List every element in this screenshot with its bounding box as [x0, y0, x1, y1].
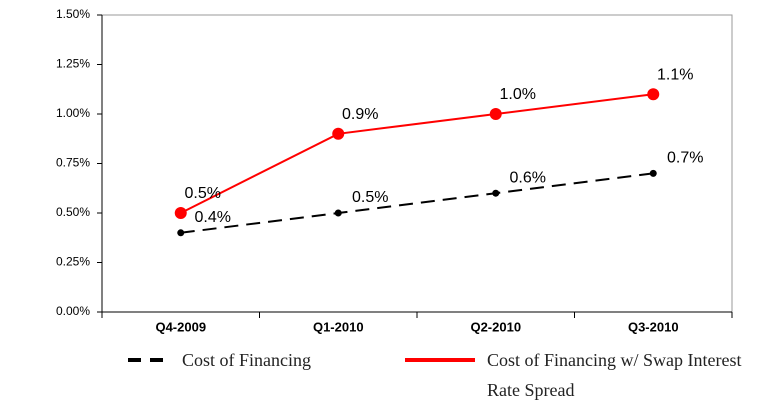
data-label: 0.5%: [352, 189, 388, 206]
x-tick-label: Q4-2009: [155, 319, 206, 334]
series-line: [180, 93, 654, 214]
data-label: 0.4%: [195, 209, 231, 226]
point: [492, 189, 500, 197]
point: [174, 207, 187, 219]
y-tick-label: 0.25%: [56, 255, 90, 269]
data-label: 1.1%: [657, 66, 693, 83]
point: [332, 127, 345, 140]
y-tick-label: 1.00%: [56, 106, 90, 120]
y-tick-label: 0.50%: [56, 205, 90, 219]
series-line: [180, 172, 654, 234]
y-tick-label: 1.50%: [56, 7, 90, 21]
point: [334, 209, 342, 217]
x-tick-label: Q3-2010: [628, 319, 679, 334]
x-tick-label: Q2-2010: [470, 319, 521, 334]
legend-label: Cost of Financing w/ Swap Interest Rate …: [487, 350, 742, 400]
x-tick-label: Q1-2010: [313, 319, 364, 334]
data-label: 1.0%: [500, 86, 536, 103]
y-tick-label: 0.75%: [56, 156, 90, 170]
point: [177, 229, 185, 237]
data-label: 0.7%: [667, 150, 703, 167]
plot-frame: [101, 14, 733, 313]
data-label: 0.6%: [510, 169, 546, 186]
point: [489, 108, 502, 120]
y-tick-label: 0.00%: [56, 304, 90, 318]
point: [649, 169, 657, 177]
legend-label: Cost of Financing: [182, 350, 311, 370]
data-label: 0.5%: [185, 185, 221, 202]
data-label: 0.9%: [342, 106, 378, 123]
point: [647, 88, 660, 101]
y-tick-label: 1.25%: [56, 57, 90, 71]
